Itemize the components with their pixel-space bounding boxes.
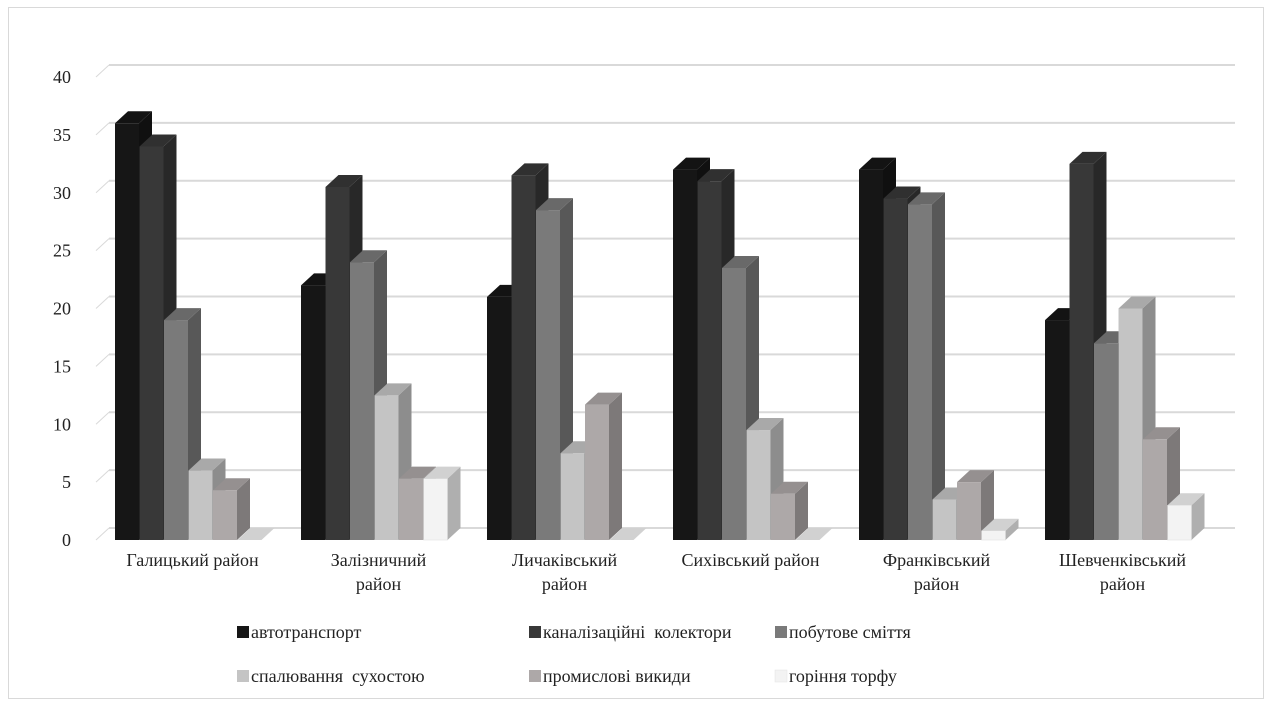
legend-swatch xyxy=(529,626,541,638)
category-label: район xyxy=(914,574,960,594)
gridline-depth-3 xyxy=(95,354,110,367)
bar-chart: 0 5 10 15 20 25 30 35 40 Галицький район Залізнич… xyxy=(53,64,1235,686)
category-label: район xyxy=(1100,574,1146,594)
gridline-depth-0 xyxy=(95,527,110,541)
legend-label: автотранспорт xyxy=(251,622,362,642)
legend-label: побутове сміття xyxy=(789,622,911,642)
bar xyxy=(213,478,250,540)
legend-item: горіння торфу xyxy=(774,666,897,686)
y-tick-label: 40 xyxy=(53,67,71,87)
chart-frame: 0 5 10 15 20 25 30 35 40 Галицький район Залізнич… xyxy=(8,7,1264,699)
bar xyxy=(957,470,994,540)
bar xyxy=(585,392,622,540)
legend-item: побутове сміття xyxy=(775,622,911,642)
legend-swatch xyxy=(237,626,249,638)
y-tick-label: 25 xyxy=(53,241,71,261)
bar xyxy=(237,528,275,540)
legend-label: спалювання сухостою xyxy=(251,666,425,686)
y-tick-label: 15 xyxy=(53,356,71,376)
bar xyxy=(609,528,647,540)
y-axis-tick-labels: 0 5 10 15 20 25 30 35 40 xyxy=(53,67,71,550)
gridline-depth-5 xyxy=(95,238,110,251)
gridline-depth-6 xyxy=(95,180,110,194)
gridline-depth-2 xyxy=(95,411,110,425)
bar xyxy=(908,192,945,540)
legend-label: каналізаційні колектори xyxy=(543,622,732,642)
y-tick-label: 30 xyxy=(53,183,71,203)
category-label: район xyxy=(356,574,402,594)
y-tick-label: 35 xyxy=(53,125,71,145)
bar xyxy=(771,481,808,540)
y-tick-label: 10 xyxy=(53,414,71,434)
legend: автотранспорт каналізаційні колектори побу… xyxy=(237,622,911,686)
gridline-depth-7 xyxy=(95,122,110,136)
gridline-depth-1 xyxy=(95,469,110,483)
category-label: Шевченківський xyxy=(1059,550,1186,570)
bar xyxy=(795,528,833,540)
gridline-depth-4 xyxy=(95,296,110,309)
x-axis-category-labels: Галицький район Залізничний район Личаківсь… xyxy=(126,550,1186,594)
gridlines xyxy=(95,64,1235,541)
category-label: район xyxy=(542,574,588,594)
bar xyxy=(536,198,573,541)
category-label: Сихівський район xyxy=(682,550,820,570)
legend-label: горіння торфу xyxy=(789,666,897,686)
bars xyxy=(115,111,1205,541)
legend-item: каналізаційні колектори xyxy=(529,622,732,642)
legend-item: автотранспорт xyxy=(237,622,362,642)
bar xyxy=(188,458,226,540)
legend-item: промислові викиди xyxy=(529,666,691,686)
legend-label: промислові викиди xyxy=(543,666,691,686)
bar xyxy=(423,466,461,541)
legend-swatch xyxy=(775,626,787,638)
legend-item: спалювання сухостою xyxy=(237,666,425,686)
category-label: Личаківський xyxy=(512,550,618,570)
y-tick-label: 20 xyxy=(53,299,71,319)
bar xyxy=(981,518,1019,541)
y-tick-label: 5 xyxy=(62,472,71,492)
y-tick-label: 0 xyxy=(62,530,71,550)
legend-swatch xyxy=(774,669,788,683)
category-label: Галицький район xyxy=(126,550,259,570)
category-label: Залізничний xyxy=(331,550,427,570)
bar xyxy=(1167,493,1205,541)
legend-swatch xyxy=(237,670,249,682)
category-label: Франківський xyxy=(883,550,991,570)
gridline-depth-8 xyxy=(95,64,110,78)
legend-swatch xyxy=(529,670,541,682)
